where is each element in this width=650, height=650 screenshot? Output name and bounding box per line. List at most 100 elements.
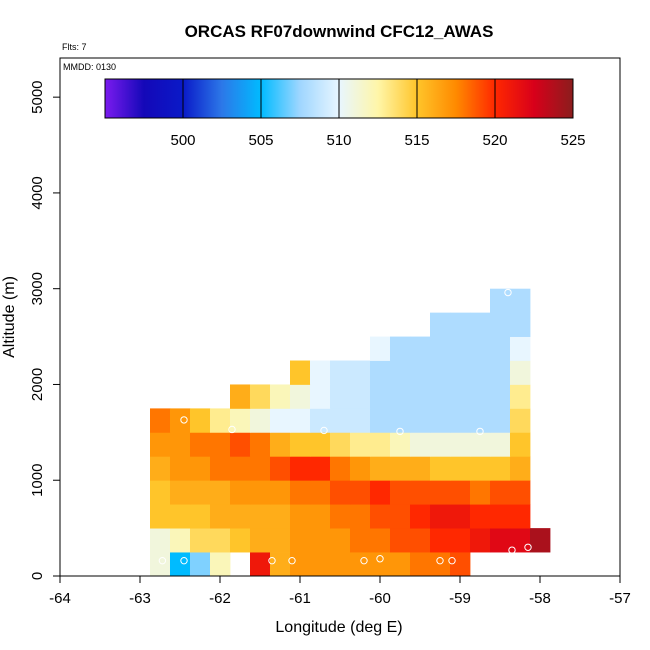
heatmap-cell xyxy=(430,456,451,481)
heatmap-cell xyxy=(390,384,411,409)
heatmap-cell xyxy=(330,360,351,385)
heatmap-cell xyxy=(330,456,351,481)
heatmap-cell xyxy=(490,288,511,314)
heatmap-cell xyxy=(510,288,531,314)
x-tick-label: -57 xyxy=(609,590,631,607)
heatmap-cell xyxy=(290,384,311,409)
heatmap-cell xyxy=(430,528,451,553)
heatmap-cell xyxy=(490,504,511,529)
heatmap-cell xyxy=(490,480,511,505)
sample-point xyxy=(476,427,484,436)
heatmap-cell xyxy=(350,432,371,457)
heatmap-cell xyxy=(170,408,191,433)
heatmap-cell xyxy=(330,480,351,505)
heatmap-cell xyxy=(470,480,491,505)
heatmap-cell xyxy=(470,528,491,553)
heatmap-cell xyxy=(430,480,451,505)
heatmap-cell xyxy=(490,408,511,433)
heatmap-cell xyxy=(190,552,211,577)
heatmap-cell xyxy=(170,552,191,577)
heatmap-cell xyxy=(270,384,291,409)
heatmap-cell xyxy=(270,408,291,433)
colorbar: 500 505 510 515 520 525 xyxy=(104,78,586,149)
heatmap-cell xyxy=(430,384,451,409)
heatmap-cell xyxy=(310,504,331,529)
colorbar-tick-label: 505 xyxy=(248,132,273,149)
heatmap-cell xyxy=(450,384,471,409)
heatmap-cell xyxy=(450,552,471,577)
heatmap-cell xyxy=(450,312,471,337)
heatmap-cell xyxy=(310,552,331,577)
heatmap-cell xyxy=(290,432,311,457)
heatmap-cell xyxy=(310,456,331,481)
heatmap-cell xyxy=(250,552,271,577)
heatmap-cell xyxy=(450,528,471,553)
heatmap-cell xyxy=(490,456,511,481)
heatmap-cell xyxy=(190,528,211,553)
heatmap-cell xyxy=(310,408,331,433)
heatmap-cell xyxy=(150,552,171,577)
x-tick-label: -59 xyxy=(449,590,471,607)
heatmap-cell xyxy=(150,432,171,457)
heatmap-cell xyxy=(370,552,391,577)
sample-point xyxy=(288,556,296,565)
heatmap-cell xyxy=(510,408,531,433)
sample-point xyxy=(320,426,328,435)
heatmap-cell xyxy=(270,432,291,457)
heatmap-cell xyxy=(230,456,251,481)
x-axis: -64 -63 -62 -61 -60 -59 -58 -57 xyxy=(49,576,631,607)
heatmap-cell xyxy=(410,408,431,433)
colorbar-tick-label: 500 xyxy=(170,132,195,149)
heatmap-cell xyxy=(250,504,271,529)
heatmap-cell xyxy=(290,360,311,385)
heatmap-cell xyxy=(470,432,491,457)
heatmap-cell xyxy=(210,552,231,577)
heatmap-cell xyxy=(330,552,351,577)
sample-point xyxy=(228,425,236,434)
heatmap-cell xyxy=(270,528,291,553)
heatmap-cell xyxy=(470,504,491,529)
x-tick-label: -61 xyxy=(289,590,311,607)
heatmap-cell xyxy=(470,384,491,409)
heatmap-cell xyxy=(290,528,311,553)
heatmap-cell xyxy=(430,360,451,385)
colorbar-tick-label: 525 xyxy=(560,132,585,149)
heatmap-cell xyxy=(510,528,531,553)
heatmap-cell xyxy=(410,480,431,505)
heatmap-cell xyxy=(250,432,271,457)
heatmap-cell xyxy=(230,408,251,433)
heatmap-cell xyxy=(150,504,171,529)
heatmap-cells xyxy=(150,288,551,577)
heatmap-cell xyxy=(490,384,511,409)
heatmap-cell xyxy=(370,480,391,505)
heatmap-cell xyxy=(410,456,431,481)
heatmap-cell xyxy=(250,480,271,505)
sample-point xyxy=(448,556,456,565)
heatmap-cell xyxy=(370,432,391,457)
heatmap-cell xyxy=(190,456,211,481)
heatmap-cell xyxy=(310,480,331,505)
heatmap-cell xyxy=(430,312,451,337)
y-tick-label: 5000 xyxy=(29,80,46,113)
heatmap-cell xyxy=(350,552,371,577)
heatmap-cell xyxy=(190,408,211,433)
heatmap-cell xyxy=(250,408,271,433)
y-axis: 0 1000 2000 3000 4000 5000 xyxy=(29,80,60,580)
heatmap-cell xyxy=(470,360,491,385)
heatmap-cell xyxy=(210,432,231,457)
heatmap-cell xyxy=(410,552,431,577)
heatmap-cell xyxy=(250,528,271,553)
heatmap-cell xyxy=(490,336,511,361)
heatmap-cell xyxy=(230,384,251,409)
heatmap-cell xyxy=(230,480,251,505)
heatmap-cell xyxy=(490,432,511,457)
sample-point xyxy=(396,427,404,436)
heatmap-cell xyxy=(330,432,351,457)
heatmap-cell xyxy=(270,480,291,505)
heatmap-cell xyxy=(330,384,351,409)
sample-point xyxy=(268,556,276,565)
heatmap-cell xyxy=(390,552,411,577)
x-tick-label: -58 xyxy=(529,590,551,607)
heatmap-cell xyxy=(290,504,311,529)
